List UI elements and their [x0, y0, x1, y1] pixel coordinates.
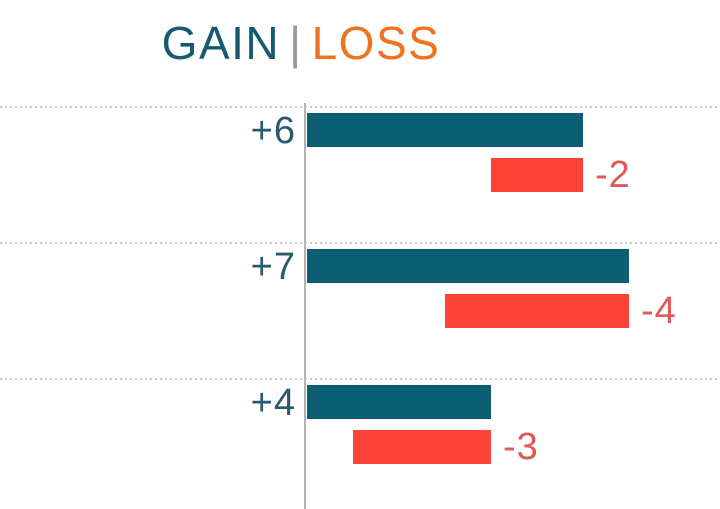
gain-bar	[307, 113, 583, 147]
loss-bar	[353, 430, 491, 464]
gridline	[0, 242, 720, 244]
loss-bar	[445, 294, 629, 328]
title-gain-text: GAIN	[161, 17, 281, 69]
gridline	[0, 378, 720, 380]
gain-value-label: +6	[250, 110, 296, 152]
title-separator: |	[289, 17, 303, 69]
value-axis-baseline	[304, 103, 306, 509]
title-loss-text: LOSS	[311, 17, 441, 69]
loss-value-label: -2	[595, 154, 631, 196]
gridline	[0, 106, 720, 108]
gain-bar	[307, 249, 629, 283]
gain-bar	[307, 385, 491, 419]
loss-value-label: -4	[641, 290, 677, 332]
gain-value-label: +7	[250, 246, 296, 288]
gain-value-label: +4	[250, 382, 296, 424]
loss-bar	[491, 158, 583, 192]
chart-title: GAIN | LOSS	[162, 20, 441, 66]
loss-value-label: -3	[503, 426, 539, 468]
